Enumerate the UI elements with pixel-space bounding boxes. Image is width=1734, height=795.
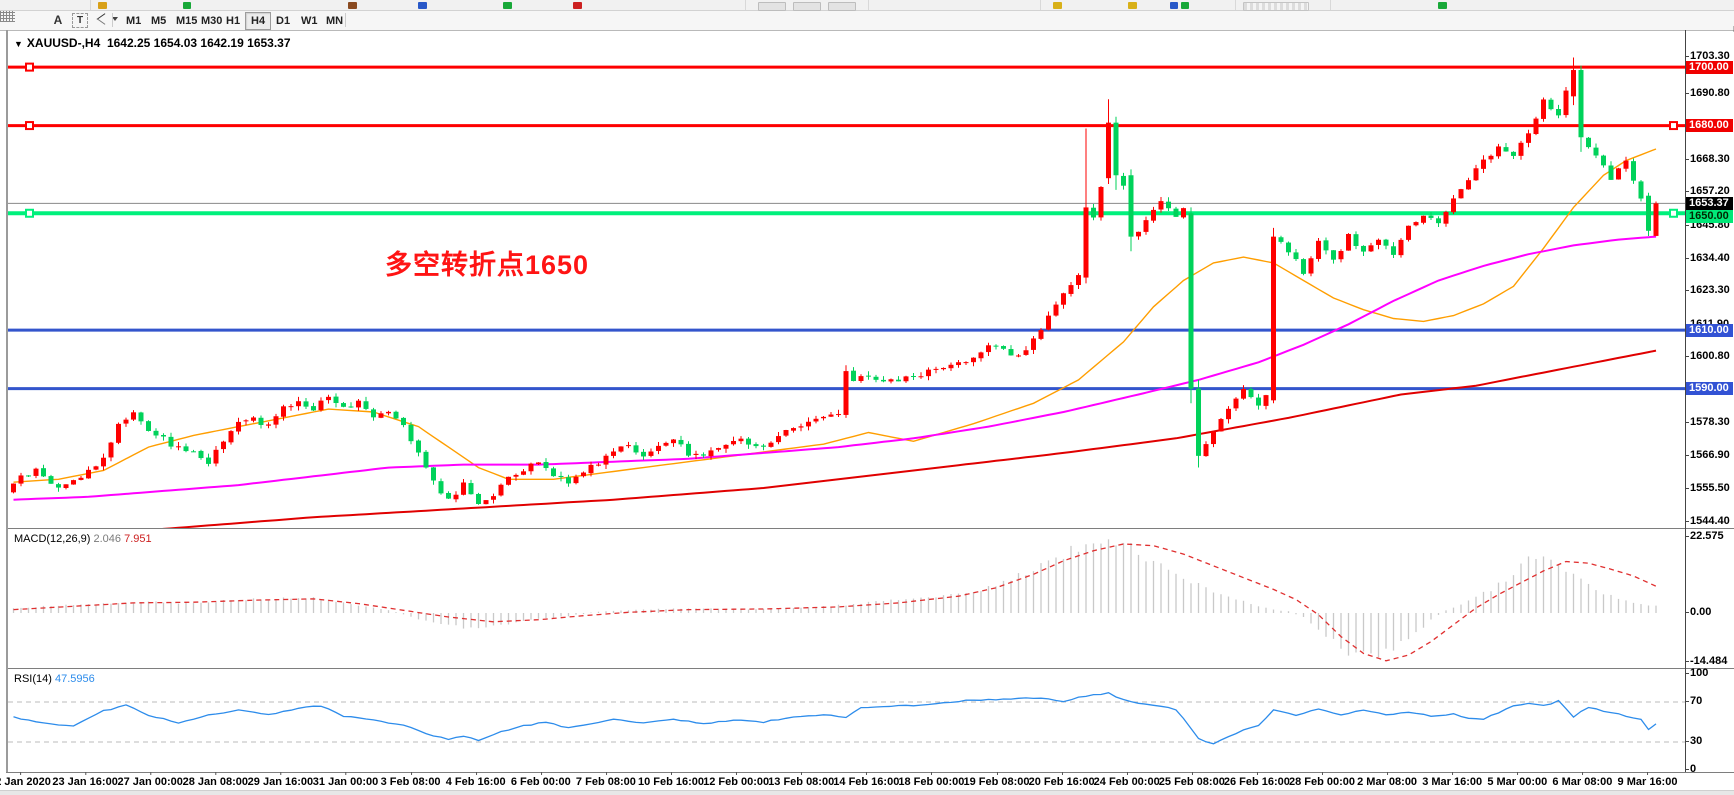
chart-annotation-text[interactable]: 多空转折点1650	[385, 250, 590, 280]
price-badge: 1590.00	[1686, 382, 1733, 396]
timeframe-button-m1[interactable]: M1	[126, 15, 142, 27]
date-tick-label: 2 Mar 08:00	[1357, 772, 1418, 788]
timeframe-button-m15[interactable]: M15	[176, 15, 198, 27]
macd-panel[interactable]	[8, 530, 1685, 668]
date-tick-label: 29 Jan 16:00	[247, 772, 314, 788]
price-tick-label: 1544.40	[1685, 514, 1730, 527]
macd-label: MACD(12,26,9) 2.046 7.951	[14, 533, 152, 545]
date-tick-label: 23 Jan 16:00	[52, 772, 118, 788]
date-tick-label: 5 Mar 00:00	[1487, 772, 1548, 788]
timeframe-button-m5[interactable]: M5	[151, 15, 167, 27]
panel-separator-highlight	[6, 529, 1734, 530]
date-tick-label: 26 Feb 16:00	[1223, 772, 1290, 788]
date-tick-label: 6 Mar 08:00	[1552, 772, 1613, 788]
text-box-icon[interactable]: T	[72, 13, 88, 28]
price-tick-label: 1578.30	[1685, 415, 1730, 428]
date-tick-label: 20 Feb 16:00	[1028, 772, 1095, 788]
symbol-period-label: XAUUSD-,H4	[26, 36, 101, 50]
candles-layer	[11, 57, 1659, 505]
indicator-tick-label: 0.00	[1684, 606, 1712, 618]
price-tick-label: 1566.90	[1685, 449, 1730, 462]
date-tick-label: 19 Feb 08:00	[963, 772, 1030, 788]
timeframe-button-w1[interactable]: W1	[301, 15, 318, 27]
date-tick-label: 13 Feb 08:00	[768, 772, 835, 788]
price-tick-label: 1600.80	[1685, 350, 1730, 363]
ohlc-close: 1653.37	[247, 36, 291, 50]
toolbar-strip-cutoff	[0, 0, 1734, 11]
ohlc-high: 1654.03	[153, 36, 198, 50]
macd-signal-value: 7.951	[124, 533, 152, 545]
date-tick-label: 18 Feb 00:00	[898, 772, 965, 788]
timeframe-button-h1[interactable]: H1	[226, 15, 241, 27]
date-tick-label: 14 Feb 16:00	[833, 772, 900, 788]
date-tick-label: 31 Jan 00:00	[312, 772, 379, 788]
timeframe-button-m30[interactable]: M30	[201, 15, 223, 27]
date-tick-label: 22 Jan 2020	[0, 772, 51, 788]
ohlc-low: 1642.19	[200, 36, 244, 50]
date-axis-border	[6, 772, 1734, 773]
window-left-border	[6, 30, 8, 772]
date-tick-label: 7 Feb 08:00	[575, 772, 636, 788]
timeframe-button-d1[interactable]: D1	[276, 15, 291, 27]
price-badge: 1650.00	[1686, 209, 1733, 223]
date-tick-label: 9 Mar 16:00	[1617, 772, 1678, 788]
main-price-chart[interactable]	[8, 30, 1685, 528]
timeframe-button-h4[interactable]: H4	[245, 12, 272, 30]
indicator-tick-label: 30	[1684, 735, 1703, 747]
text-label-icon[interactable]: A	[53, 13, 63, 27]
date-tick-label: 10 Feb 16:00	[637, 772, 705, 788]
chart-title: ▼ XAUUSD-,H4 1642.25 1654.03 1642.19 1653…	[14, 36, 291, 50]
date-tick-label: 3 Feb 08:00	[380, 772, 441, 788]
indicator-tick-label: 0	[1684, 763, 1697, 775]
date-tick-label: 27 Jan 00:00	[117, 772, 183, 788]
price-axis-border[interactable]	[1685, 30, 1686, 772]
panel-separator[interactable]	[6, 668, 1734, 669]
price-badge: 1653.37	[1686, 196, 1733, 210]
price-badge: 1700.00	[1686, 60, 1733, 74]
indicator-tick-label: -14.484	[1684, 654, 1728, 667]
rsi-value: 47.5956	[54, 673, 95, 685]
symbol-dropdown-icon[interactable]: ▼	[14, 39, 23, 49]
price-tick-label: 1555.50	[1685, 482, 1730, 495]
date-tick-label: 3 Mar 16:00	[1422, 772, 1483, 788]
date-tick-label: 25 Feb 08:00	[1158, 772, 1225, 788]
indicator-tick-label: 100	[1684, 667, 1709, 679]
timeframe-button-mn[interactable]: MN	[326, 15, 344, 27]
indicator-tick-label: 70	[1684, 695, 1703, 707]
price-badge: 1680.00	[1686, 119, 1733, 133]
price-tick-label: 1703.30	[1685, 50, 1730, 63]
panel-separator[interactable]	[6, 528, 1734, 529]
date-tick-label: 24 Feb 00:00	[1093, 772, 1160, 788]
ohlc-open: 1642.25	[106, 36, 151, 50]
indicator-tick-label: 22.575	[1685, 530, 1724, 542]
macd-value: 2.046	[93, 533, 122, 545]
window-bottom-strip	[0, 790, 1734, 795]
date-tick-label: 6 Feb 00:00	[510, 772, 571, 788]
line-studies-icon[interactable]	[94, 12, 118, 28]
rsi-label: RSI(14) 47.5956	[14, 673, 95, 685]
date-tick-label: 28 Feb 00:00	[1288, 772, 1356, 788]
price-tick-label: 1668.30	[1685, 152, 1730, 165]
date-tick-label: 12 Feb 00:00	[703, 772, 770, 788]
crosshair-grid-icon[interactable]: F	[0, 11, 1734, 34]
price-tick-label: 1623.30	[1685, 284, 1730, 297]
rsi-panel[interactable]	[8, 670, 1685, 772]
price-tick-label: 1657.20	[1685, 185, 1730, 198]
date-tick-label: 28 Jan 08:00	[182, 772, 249, 788]
chevron-down-icon	[112, 17, 118, 24]
price-tick-label: 1634.40	[1685, 251, 1730, 264]
date-tick-label: 4 Feb 16:00	[445, 772, 506, 788]
price-badge: 1610.00	[1686, 323, 1733, 337]
panel-separator-highlight	[6, 669, 1734, 670]
price-tick-label: 1690.80	[1685, 87, 1730, 99]
